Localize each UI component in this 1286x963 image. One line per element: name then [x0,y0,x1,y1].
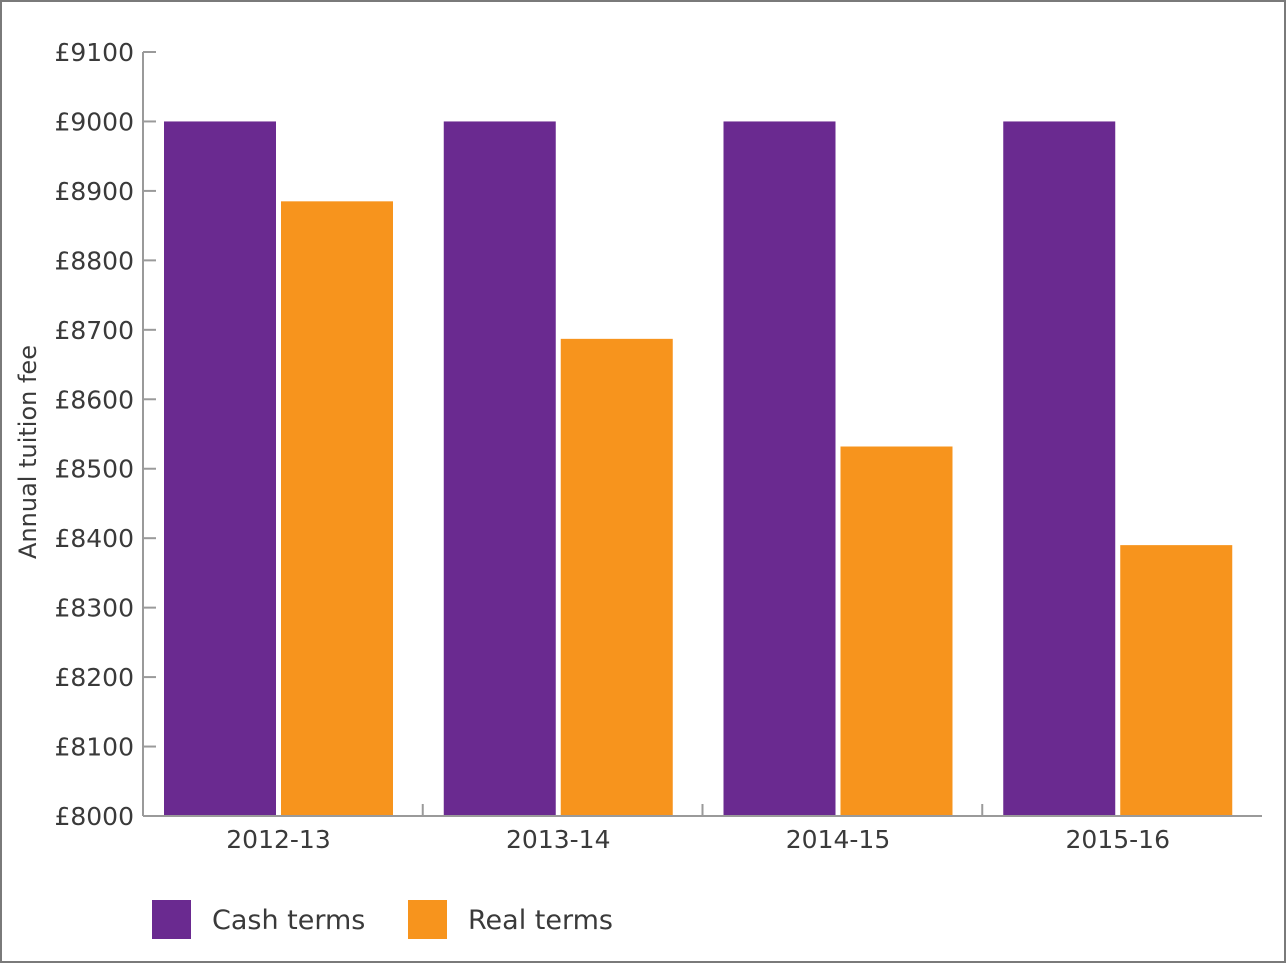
y-tick-label: £8000 [54,802,134,831]
x-tick-label: 2014-15 [786,825,890,854]
x-ticks: 2012-13 2013-14 2014-15 2015-16 [226,804,1170,854]
bar-cash-2014-15 [723,121,836,817]
y-tick-label: £8700 [54,316,134,345]
bar-cash-2013-14 [443,121,556,817]
y-tick-label: £9100 [54,38,134,67]
y-tick-label: £8600 [54,385,134,414]
x-tick-label: 2012-13 [226,825,330,854]
y-tick-label: £8900 [54,177,134,206]
legend: Cash terms Real terms [152,900,613,939]
bars-layer [164,121,1233,817]
y-tick-label: £8300 [54,594,134,623]
x-tick-label: 2013-14 [506,825,610,854]
bar-real-2015-16 [1120,545,1233,816]
legend-label-real: Real terms [468,905,613,936]
bar-real-2013-14 [560,338,673,816]
y-axis-title: Annual tuition fee [14,345,42,559]
bar-cash-2015-16 [1003,121,1116,817]
legend-label-cash: Cash terms [212,905,365,936]
y-tick-label: £8400 [54,524,134,553]
bar-real-2012-13 [281,201,393,816]
bar-real-2014-15 [840,446,953,816]
x-tick-label: 2015-16 [1066,825,1170,854]
y-tick-label: £8800 [54,246,134,275]
y-tick-label: £8100 [54,733,134,762]
legend-swatch-real [408,900,447,939]
y-tick-label: £9000 [54,107,134,136]
legend-swatch-cash [152,900,191,939]
y-ticks: £8000 £8100 £8200 £8300 £8400 £8500 £8600 £8700… [54,38,156,831]
y-tick-label: £8500 [54,455,134,484]
y-tick-label: £8200 [54,663,134,692]
bar-cash-2012-13 [164,121,276,817]
